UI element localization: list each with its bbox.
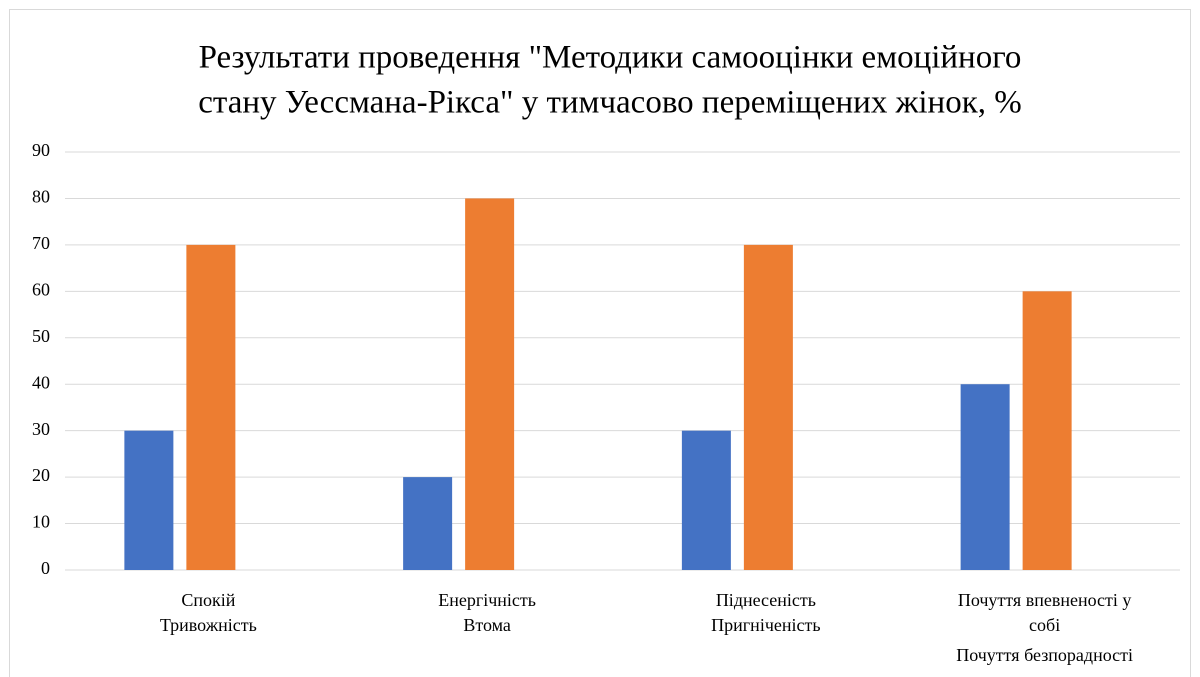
- y-tick-label: 90: [32, 140, 50, 160]
- y-tick-label: 0: [41, 558, 50, 578]
- x-tick-label: Спокій: [181, 590, 235, 610]
- y-tick-label: 70: [32, 233, 50, 253]
- chart-title: Результати проведення "Методики самооцін…: [199, 40, 1022, 76]
- y-tick-label: 20: [32, 465, 50, 485]
- bar: [1022, 291, 1072, 570]
- x-tick-label: Енергічність: [438, 590, 536, 610]
- x-tick-label: Почуття безпорадності: [956, 645, 1133, 665]
- bar: [186, 244, 236, 570]
- x-tick-label: Піднесеність: [716, 590, 816, 610]
- y-tick-label: 10: [32, 512, 50, 532]
- chart-title: стану Уессмана-Рікса" у тимчасово перемі…: [198, 85, 1021, 121]
- y-tick-label: 40: [32, 372, 50, 392]
- x-tick-label: Втома: [463, 615, 511, 635]
- x-tick-label: Тривожність: [160, 615, 257, 635]
- x-tick-label: собі: [1029, 615, 1060, 635]
- bar: [960, 384, 1010, 570]
- bar: [465, 198, 515, 570]
- y-tick-label: 30: [32, 419, 50, 439]
- y-tick-label: 80: [32, 187, 50, 207]
- bar: [124, 430, 174, 570]
- x-tick-label: Почуття впевненості у: [958, 590, 1132, 610]
- bar: [403, 477, 453, 570]
- bar: [681, 430, 731, 570]
- bar: [743, 244, 793, 570]
- y-tick-label: 50: [32, 326, 50, 346]
- x-tick-label: Пригніченість: [711, 615, 820, 635]
- y-tick-label: 60: [32, 279, 50, 299]
